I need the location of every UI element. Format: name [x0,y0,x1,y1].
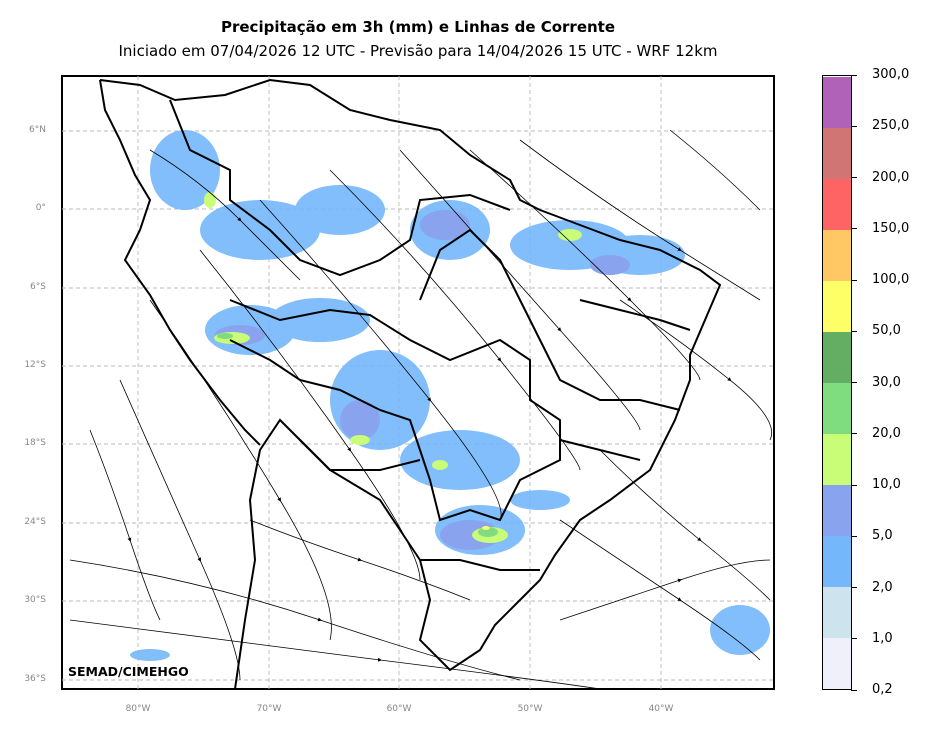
colorbar-tick [851,638,857,640]
colorbar-tick [851,279,857,281]
lat-label: 18°S [24,438,46,448]
colorbar-tick [851,433,857,435]
map-subtitle: Iniciado em 07/04/2026 12 UTC - Previsão… [118,42,718,60]
colorbar-label: 150,0 [872,220,910,236]
colorbar-segment [823,179,851,230]
lat-label: 24°S [24,517,46,527]
lon-label: 50°W [517,704,543,714]
lat-label: 36°S [24,674,46,684]
lat-label: 30°S [24,595,46,605]
colorbar-label: 20,0 [872,425,901,441]
colorbar-label: 100,0 [872,272,910,287]
colorbar-tick [851,382,857,383]
map-title: Precipitação em 3h (mm) e Linhas de Corr… [220,18,616,36]
lon-label: 40°W [648,704,674,714]
colorbar-segment [823,230,851,281]
colorbar-label: 50,0 [872,323,901,339]
colorbar-tick [851,74,857,76]
colorbar-label: 10,0 [872,477,901,492]
colorbar-label: 1,0 [872,630,893,646]
colorbar-segment [823,77,851,128]
lon-label: 80°W [125,704,151,714]
colorbar-label: 200,0 [872,169,910,185]
watermark: SEMAD/CIMEHGO [68,664,189,679]
colorbar-segment [823,434,851,485]
colorbar-label: 2,0 [872,579,893,595]
colorbar-segment [823,332,851,383]
colorbar-tick [851,228,857,230]
colorbar-segment [823,536,851,587]
lon-label: 60°W [386,704,412,714]
colorbar-label: 30,0 [872,374,901,390]
colorbar-label: 5,0 [872,528,893,544]
colorbar-label: 250,0 [872,118,910,134]
colorbar-segment [823,383,851,434]
colorbar-segment [823,128,851,179]
colorbar-segment [823,638,851,689]
colorbar-label: 0,2 [872,682,893,697]
lat-label: 12°S [24,360,46,370]
colorbar-tick [851,484,857,486]
colorbar-tick [851,177,857,178]
colorbar [822,75,852,690]
coastlines-and-borders [99,78,722,689]
colorbar-segment [823,587,851,638]
colorbar-tick [851,535,857,537]
colorbar-tick [851,330,857,332]
colorbar-tick [851,587,857,588]
colorbar-segment [823,281,851,332]
colorbar-tick [851,125,857,127]
colorbar-segment [823,485,851,536]
streamlines [69,129,772,689]
colorbar-label: 300,0 [872,67,910,82]
lon-label: 70°W [256,704,282,714]
lat-label: 6°S [30,282,46,292]
lat-label: 0° [35,203,46,213]
colorbar-tick [851,689,857,691]
lat-label: 6°N [29,125,46,135]
precipitation-field [130,130,770,661]
